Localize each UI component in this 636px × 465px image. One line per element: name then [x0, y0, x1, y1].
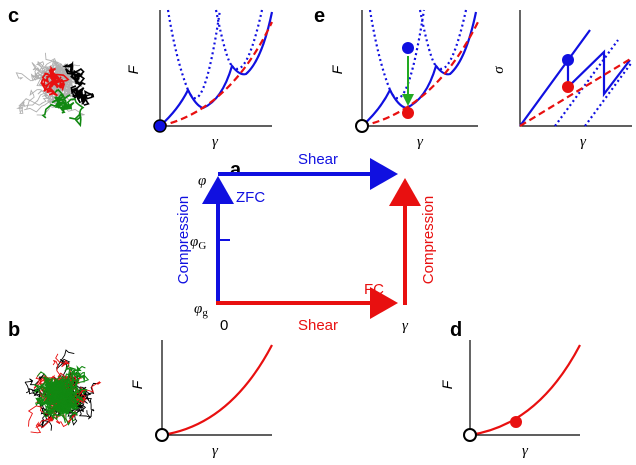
plot: F γ [439, 340, 581, 459]
symbol: φ [190, 234, 198, 250]
trajectory [35, 385, 79, 410]
origin-dot [355, 119, 369, 133]
force-curve [361, 11, 478, 127]
origin-dot [463, 428, 477, 442]
origin-dot [153, 119, 167, 133]
trajectory [60, 98, 85, 128]
symbol: φG [190, 234, 206, 252]
panel-letter: b [8, 319, 20, 341]
axes [161, 340, 272, 436]
x-axis-label: γ [417, 134, 424, 150]
dashed-curve [519, 57, 633, 127]
y-axis-label: F [329, 64, 345, 74]
y-axis-label: F [439, 379, 455, 389]
arrow-label: Shear [298, 317, 338, 334]
y-axis-label: F [125, 64, 141, 74]
trajectory [62, 60, 82, 87]
origin-dot [155, 428, 169, 442]
origin-label: 0 [220, 317, 228, 334]
dotted-curve [368, 9, 468, 100]
dashed-curve [159, 21, 273, 128]
trajectory [41, 71, 66, 92]
trajectory [41, 98, 66, 119]
plot: F γ [329, 9, 479, 150]
y-axis-label: σ [491, 66, 507, 74]
panel-letter: a [230, 159, 242, 181]
arrow-label: Compression [175, 196, 192, 284]
x-axis-label: γ [580, 134, 587, 150]
x-axis-label: γ [212, 134, 219, 150]
x-axis-label: γ [212, 443, 219, 459]
state-dot [562, 81, 574, 93]
panel-letter: d [450, 319, 462, 341]
dotted-curve [554, 39, 633, 127]
plot: F γ [125, 9, 274, 150]
trajectory [33, 371, 64, 406]
state-dot [510, 416, 522, 428]
axes [469, 340, 580, 436]
arrow-label: ZFC [236, 189, 265, 206]
cluster-image [15, 52, 95, 128]
symbol: φ [198, 173, 206, 189]
arrow-label: Compression [420, 196, 437, 284]
symbol: γ [402, 318, 409, 334]
trajectory [70, 68, 86, 95]
state-dot [402, 42, 414, 54]
subscript: G [198, 240, 206, 252]
panel-letter: c [8, 5, 19, 27]
force-curve [159, 11, 274, 127]
symbol: φg [194, 301, 208, 319]
dashed-curve [361, 21, 479, 128]
trajectory [72, 92, 94, 106]
force-curve [469, 344, 581, 437]
stress-curve [519, 29, 631, 127]
x-axis-label: γ [522, 443, 529, 459]
subscript: g [202, 307, 208, 319]
panel-letter: e [314, 5, 325, 27]
cluster-image [24, 349, 102, 434]
y-axis-label: F [129, 379, 145, 389]
force-curve [161, 344, 273, 437]
plot: F γ [129, 340, 273, 459]
arrow-label: Shear [298, 151, 338, 168]
plot: σ γ [491, 10, 633, 150]
state-dot [402, 107, 414, 119]
arrow-label: FC [364, 281, 384, 298]
dotted-curve [166, 9, 264, 100]
state-dot [562, 54, 574, 66]
symbol: φ [194, 301, 202, 317]
